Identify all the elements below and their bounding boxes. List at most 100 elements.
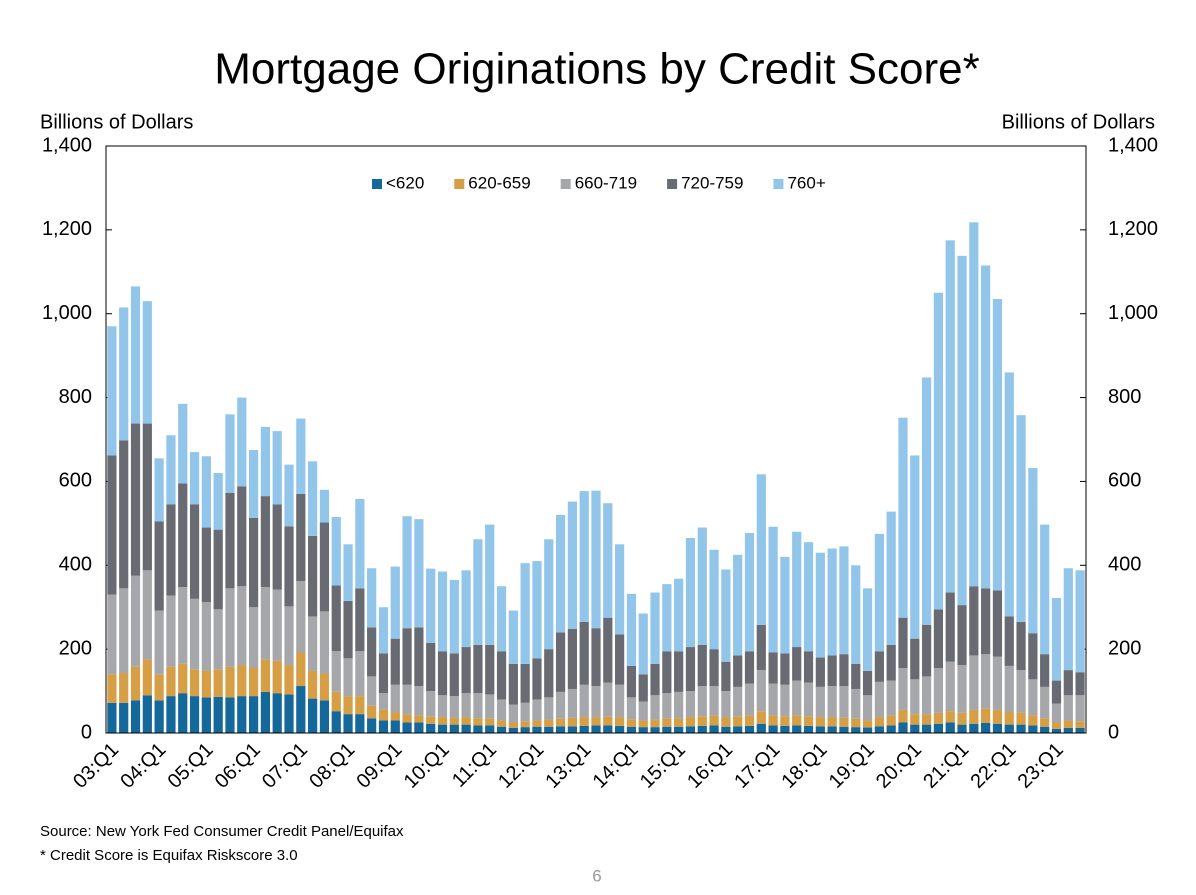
bar-segment — [130, 286, 141, 424]
bar-segment — [154, 700, 164, 733]
bar-segment — [579, 717, 589, 726]
y2-axis-label: Billions of Dollars — [1002, 111, 1155, 133]
bar-segment — [449, 579, 459, 654]
bar-segment — [981, 265, 991, 589]
bar-segment — [154, 458, 164, 522]
bar-segment — [555, 514, 566, 633]
bar-segment — [839, 546, 849, 655]
bar-segment — [225, 588, 235, 667]
bar-segment — [603, 682, 613, 717]
bar-segment — [981, 722, 991, 733]
bar-segment — [201, 456, 211, 528]
chart-title: Mortgage Originations by Credit Score* — [214, 45, 979, 94]
bar-segment — [142, 659, 152, 696]
bar-segment — [969, 586, 979, 656]
bar-segment — [803, 542, 814, 652]
bar-segment — [532, 561, 542, 659]
bar-segment — [237, 665, 247, 697]
bar-segment — [626, 593, 637, 666]
bar-segment — [485, 644, 495, 695]
bar-segment — [520, 563, 530, 664]
bar-segment — [697, 725, 707, 733]
bar-segment — [874, 717, 884, 727]
bar-segment — [178, 483, 188, 588]
y-tick-label: 200 — [59, 637, 92, 659]
bar-segment — [579, 491, 589, 622]
bar-segment — [1040, 726, 1050, 733]
plot-frame — [105, 145, 1087, 734]
bar-segment — [851, 565, 861, 664]
bar-segment — [437, 651, 448, 696]
bar-segment — [768, 683, 778, 716]
bar-segment — [933, 292, 944, 610]
bar-segment — [756, 723, 766, 733]
bar-segment — [189, 696, 200, 733]
bar-segment — [213, 696, 223, 733]
bar-segment — [213, 473, 223, 530]
bar-segment — [674, 718, 684, 727]
x-tick-label: 18:Q1 — [778, 739, 832, 793]
bar-segment — [650, 695, 660, 720]
x-tick-label: 03:Q1 — [69, 739, 123, 793]
bar-segment — [1028, 633, 1038, 680]
bar-segment — [201, 670, 211, 698]
y-tick-label: 1,000 — [42, 302, 92, 324]
bar-segment — [567, 688, 577, 718]
bar-segment — [945, 240, 955, 593]
bar-segment — [780, 725, 790, 733]
bar-segment — [886, 511, 896, 645]
bar-segment — [496, 726, 507, 733]
bar-segment — [733, 686, 743, 717]
bar-segment — [650, 592, 660, 664]
x-tick-label: 09:Q1 — [352, 739, 406, 793]
bar-segment — [237, 397, 247, 487]
bar-segment — [803, 651, 814, 683]
bar-segment — [355, 499, 365, 589]
bar-segment — [910, 724, 920, 733]
bar-segment — [166, 595, 176, 667]
bar-segment — [437, 724, 448, 733]
bar-segment — [603, 716, 613, 726]
bar-segment — [461, 693, 471, 718]
bar-segment — [544, 649, 554, 698]
bar-segment — [768, 526, 778, 653]
x-tick-label: 12:Q1 — [494, 739, 548, 793]
bar-segment — [626, 726, 637, 733]
bar-segment — [780, 684, 790, 717]
bar-segment — [237, 486, 247, 587]
bar-segment — [555, 632, 566, 692]
bar-segment — [709, 549, 719, 650]
y2-tick-label: 1,400 — [1108, 134, 1158, 156]
bar-segment — [638, 727, 648, 733]
bar-segment — [615, 725, 625, 733]
bar-segment — [792, 680, 802, 716]
bar-segment — [862, 670, 873, 696]
bar-segment — [685, 717, 696, 727]
bar-segment — [626, 665, 637, 698]
bar-segment — [319, 611, 330, 674]
bar-segment — [969, 709, 979, 724]
bar-segment — [402, 722, 412, 733]
bar-segment — [756, 670, 766, 712]
y2-tick-label: 400 — [1108, 554, 1141, 576]
bar-segment — [166, 504, 176, 596]
bar-segment — [390, 720, 400, 733]
bar-segment — [768, 652, 778, 684]
bar-segment — [426, 642, 436, 692]
bar-segment — [603, 617, 613, 683]
bar-segment — [402, 684, 412, 715]
x-tick-label: 05:Q1 — [164, 739, 218, 793]
bar-segment — [449, 724, 459, 733]
bar-segment — [945, 592, 955, 662]
bar-segment — [331, 711, 341, 733]
x-tick-label: 08:Q1 — [305, 739, 359, 793]
bar-segment — [992, 709, 1003, 724]
bar-segment — [898, 709, 908, 723]
bar-segment — [343, 714, 353, 733]
page-number: 6 — [592, 866, 601, 885]
bar-segment — [933, 668, 944, 713]
bar-segment — [886, 680, 896, 716]
bar-segment — [697, 527, 707, 645]
bar-segment — [992, 299, 1003, 591]
